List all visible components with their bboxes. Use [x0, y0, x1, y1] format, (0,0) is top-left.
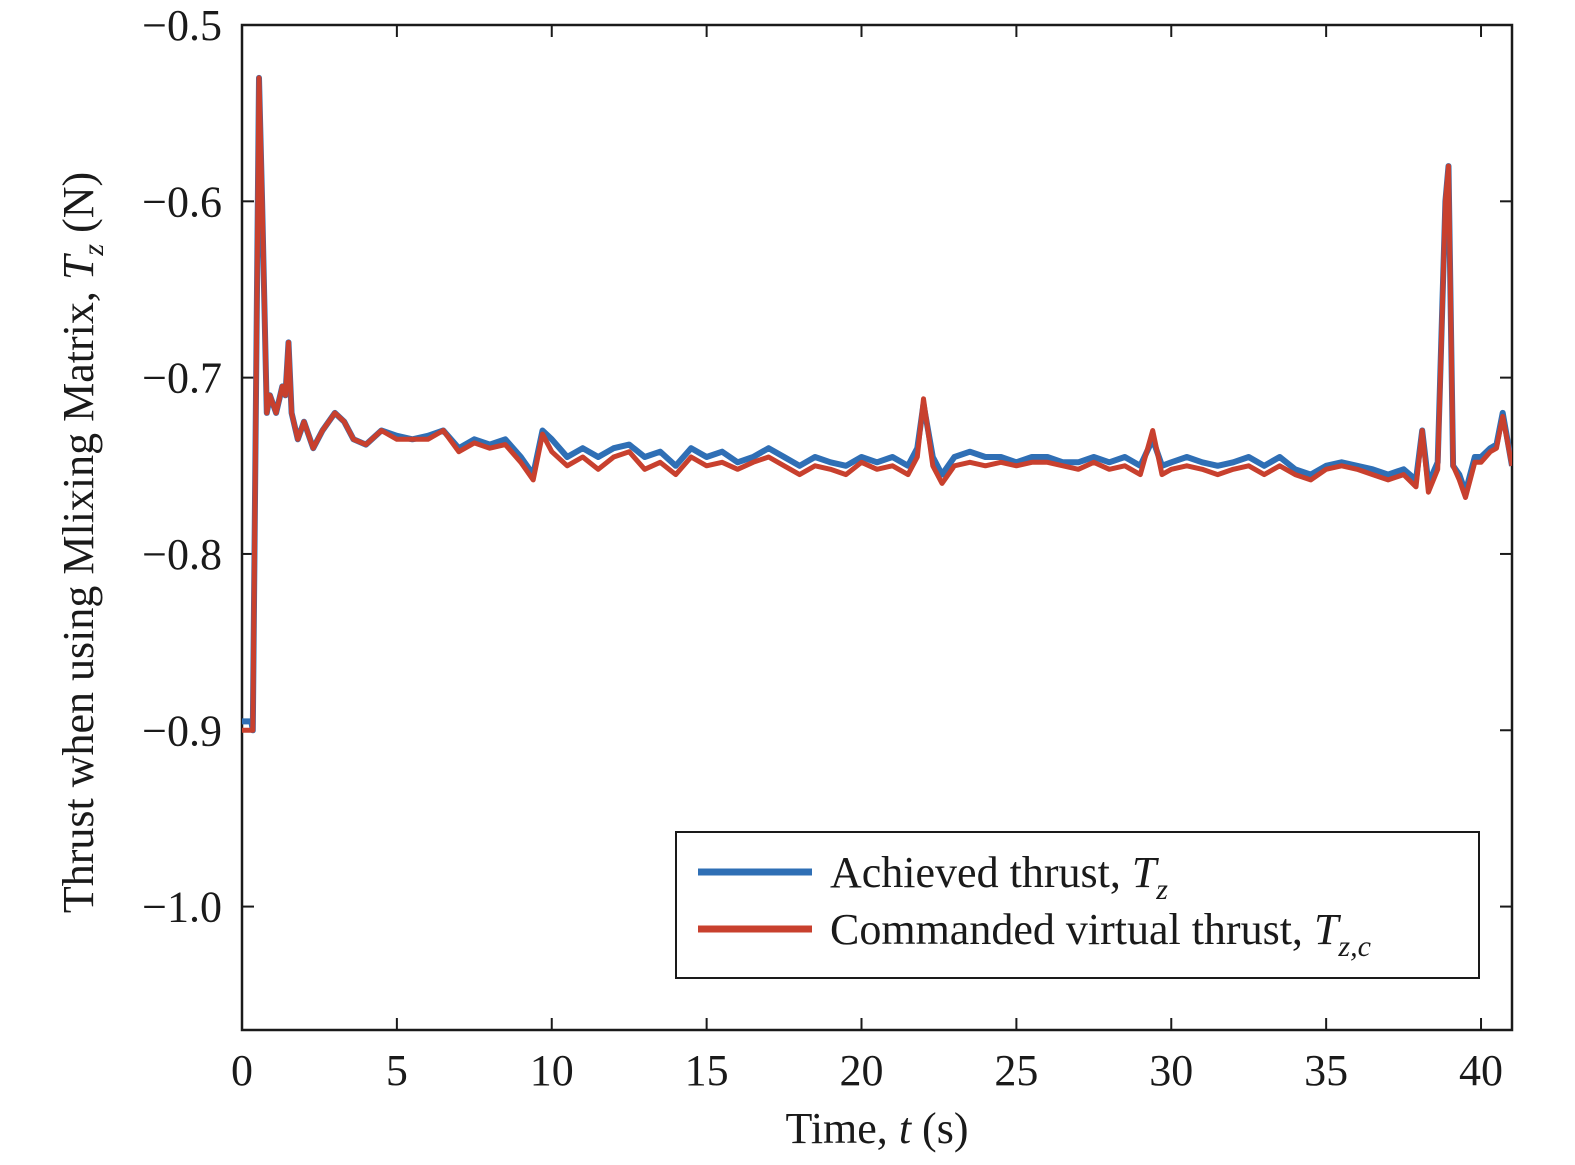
- legend-label-prefix: Achieved thrust,: [830, 848, 1132, 897]
- legend-entry-commanded-virtual-thrust: Commanded virtual thrust, Tz,c: [830, 905, 1371, 963]
- legend-box: [675, 831, 1480, 979]
- y-tick-label: −0.7: [142, 354, 222, 403]
- legend-label-prefix: Commanded virtual thrust,: [830, 905, 1314, 954]
- legend-label-sub: z: [1155, 873, 1168, 906]
- x-tick-label: 40: [1459, 1046, 1503, 1095]
- y-tick-label: −0.6: [142, 177, 222, 226]
- legend-label-var: T: [1314, 905, 1342, 954]
- x-tick-label: 15: [685, 1046, 729, 1095]
- x-tick-label: 10: [530, 1046, 574, 1095]
- y-axis-label: Thrust when using Mlixing Matrix, Tz (N): [54, 172, 110, 913]
- series-line-achieved-thrust: [242, 74, 1512, 734]
- series-layer: [242, 74, 1512, 734]
- y-tick-label: −0.5: [142, 1, 222, 50]
- x-tick-label: 5: [386, 1046, 408, 1095]
- axis-ticks: [241, 24, 1512, 1030]
- x-tick-label: 0: [231, 1046, 253, 1095]
- x-tick-label: 25: [994, 1046, 1038, 1095]
- x-tick-label: 35: [1304, 1046, 1348, 1095]
- series-line-commanded-virtual-thrust: [242, 75, 1512, 733]
- legend-label-var: T: [1132, 848, 1160, 897]
- plot-area-frame: [240, 23, 1514, 1032]
- y-tick-label: −1.0: [142, 883, 222, 932]
- y-tick-label: −0.8: [142, 530, 222, 579]
- legend-label-sub: z,c: [1337, 930, 1371, 963]
- y-tick-label: −0.9: [142, 706, 222, 755]
- x-tick-label: 30: [1149, 1046, 1193, 1095]
- y-tick-labels: −0.5 −0.6 −0.7 −0.8 −0.9 −1.0: [142, 1, 222, 932]
- x-axis-label: Time, t (s): [786, 1104, 969, 1153]
- x-tick-label: 20: [840, 1046, 884, 1095]
- x-tick-labels: 0 5 10 15 20 25 30 35 40: [231, 1046, 1503, 1095]
- legend: Achieved thrust, Tz Commanded virtual th…: [675, 831, 1480, 979]
- legend-entry-achieved-thrust: Achieved thrust, Tz: [830, 848, 1168, 906]
